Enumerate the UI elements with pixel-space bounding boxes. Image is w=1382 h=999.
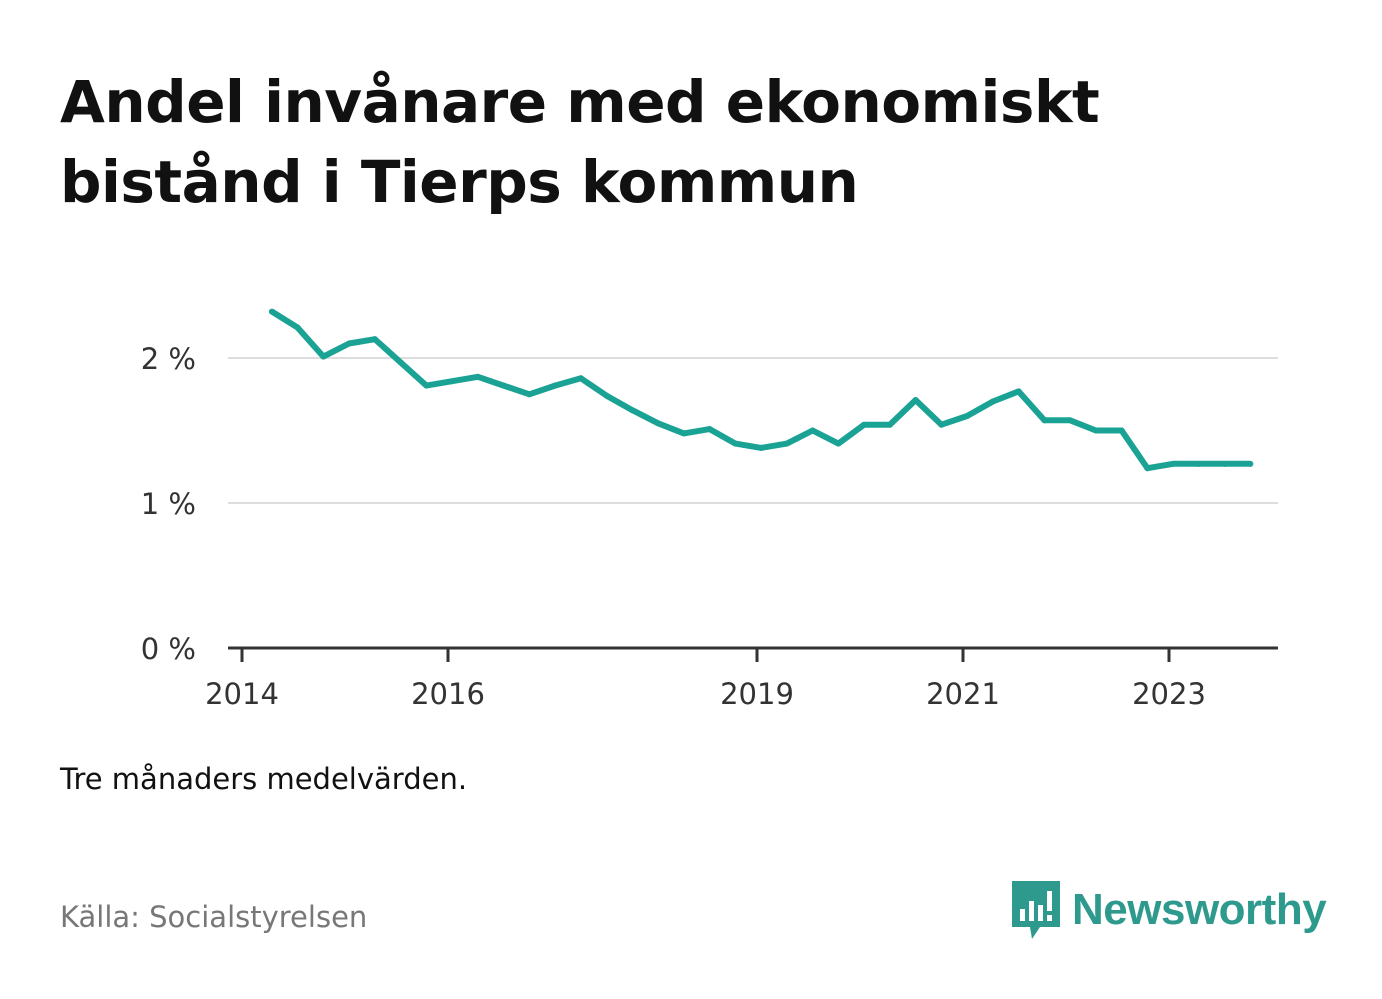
data-point <box>397 359 404 366</box>
data-point <box>1092 427 1099 434</box>
y-axis-tick-labels: 0 % 1 % 2 % <box>141 342 196 666</box>
line-chart: 0 % 1 % 2 % 2014 2016 2019 2021 2023 <box>141 308 1278 711</box>
data-point <box>1041 417 1048 424</box>
data-point <box>371 336 378 343</box>
data-point <box>1195 460 1202 467</box>
data-point <box>989 398 996 405</box>
data-point <box>809 427 816 434</box>
x-tick-label: 2016 <box>411 677 485 711</box>
data-point <box>964 413 971 419</box>
data-point <box>783 440 790 447</box>
data-point <box>1221 460 1228 467</box>
x-tick-label: 2023 <box>1132 677 1206 711</box>
data-point <box>706 426 713 433</box>
data-point <box>629 407 636 414</box>
y-tick-label: 2 % <box>141 342 196 376</box>
data-point <box>294 324 301 331</box>
series-line <box>270 309 1251 472</box>
chart-title-line-2: bistånd i Tierps kommun <box>60 148 859 216</box>
chart-note: Tre månaders medelvärden. <box>60 762 468 796</box>
data-point <box>1170 460 1177 467</box>
data-point <box>268 308 275 315</box>
grid-lines <box>228 357 1278 504</box>
x-axis-ticks: 2014 2016 2019 2021 2023 <box>205 648 1206 711</box>
data-point <box>346 340 353 347</box>
data-point <box>1247 460 1254 467</box>
data-point <box>320 353 327 360</box>
data-point <box>1015 388 1022 395</box>
data-point <box>603 392 610 399</box>
x-tick-label: 2021 <box>926 677 1000 711</box>
chart-title-line-1: Andel invånare med ekonomiskt <box>60 68 1100 136</box>
x-tick-label: 2014 <box>205 677 279 711</box>
x-tick-label: 2019 <box>720 677 794 711</box>
chart-title: Andel invånare med ekonomiskt bistånd i … <box>60 62 1310 222</box>
data-point <box>938 421 945 428</box>
data-point <box>1144 465 1151 472</box>
y-tick-label: 1 % <box>141 487 196 521</box>
data-points <box>268 308 1254 472</box>
data-point <box>758 444 765 451</box>
data-point <box>1067 417 1074 424</box>
data-point <box>577 375 584 382</box>
data-point <box>1118 427 1125 434</box>
data-point <box>861 421 868 428</box>
data-point <box>732 440 739 447</box>
y-tick-label: 0 % <box>141 632 196 666</box>
data-point <box>552 382 559 389</box>
data-point <box>423 382 430 389</box>
data-point <box>835 440 842 447</box>
data-point <box>500 382 507 389</box>
brand-name: Newsworthy <box>1072 885 1327 934</box>
bar-chart-speech-bubble-icon <box>1012 881 1060 939</box>
data-point <box>449 378 456 385</box>
data-point <box>655 420 662 427</box>
data-point <box>912 397 919 404</box>
data-point <box>526 391 533 398</box>
data-point <box>886 421 893 428</box>
data-point <box>680 430 687 437</box>
data-point <box>474 373 481 380</box>
source-credit: Källa: Socialstyrelsen <box>60 900 368 934</box>
newsworthy-logo: Newsworthy <box>1010 878 1327 942</box>
